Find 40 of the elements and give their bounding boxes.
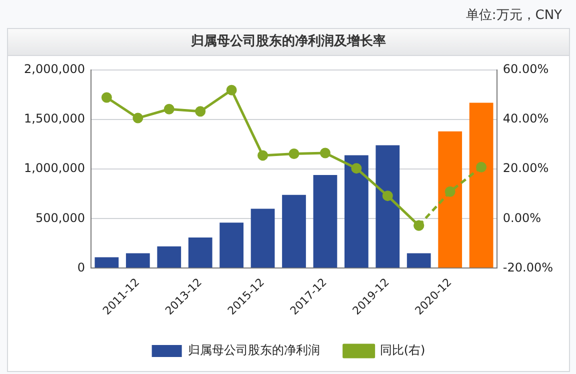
text: 单位:万元，CNY (466, 7, 562, 24)
point (132, 112, 144, 124)
bar (282, 194, 306, 268)
y-tick-label: 2,000,000 (24, 62, 86, 76)
point (288, 148, 300, 159)
bar (344, 155, 368, 268)
bar (406, 253, 431, 268)
y2-tick-label: 20.00% (502, 161, 549, 176)
point (444, 186, 456, 197)
y2-tick-label: 60.00% (502, 62, 549, 76)
point (382, 190, 393, 202)
bar (376, 145, 400, 268)
point (226, 84, 237, 96)
point (258, 150, 268, 161)
y-tick-label: 1,500,000 (24, 112, 86, 126)
y-tick-label: 1,000,000 (24, 161, 86, 176)
y2-tick-label: 40.00% (502, 112, 549, 126)
legend-label: 同比(右) (380, 343, 426, 358)
legend-label: 归属母公司股东的净利润 (188, 343, 320, 358)
bar (438, 131, 462, 268)
bar (250, 208, 275, 268)
bar (94, 257, 119, 268)
point (476, 162, 487, 172)
bar (313, 175, 338, 268)
point (195, 106, 206, 117)
bar (126, 253, 150, 268)
bar (157, 246, 182, 268)
point (164, 104, 174, 114)
bar (188, 237, 212, 268)
y-tick-label: 500,000 (35, 210, 86, 225)
bar (220, 222, 244, 268)
point (320, 148, 330, 158)
y-tick-label: 0 (77, 260, 86, 274)
point (101, 92, 112, 103)
chart-title: 归属母公司股东的净利润及增长率 (8, 29, 569, 56)
y2-tick-label: -20.00% (502, 260, 554, 274)
y2-tick-label: 0.00% (502, 210, 542, 225)
point (414, 220, 424, 231)
point (351, 163, 362, 174)
bar (469, 102, 494, 268)
